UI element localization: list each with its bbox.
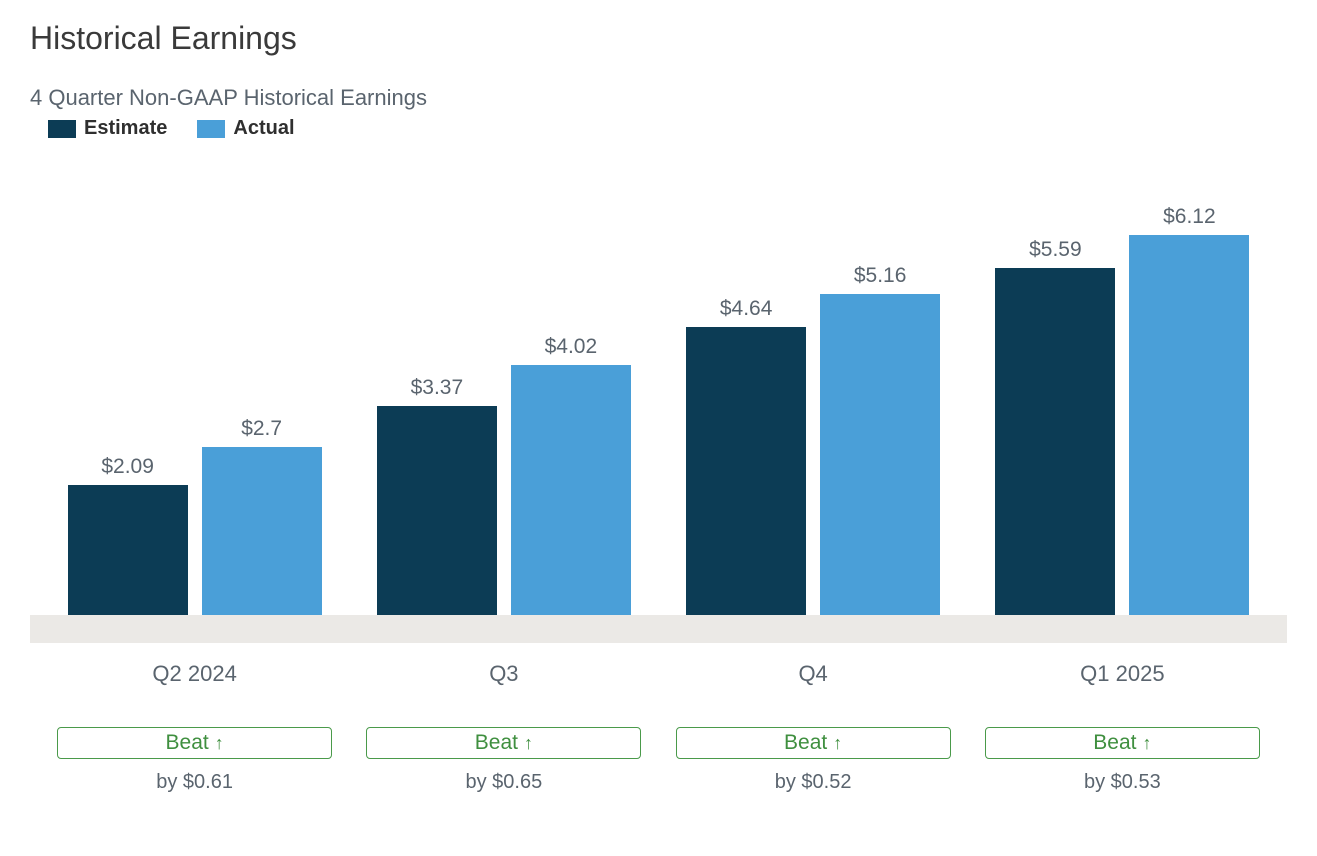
bar-value-label: $2.7 (241, 417, 282, 441)
bar-rect-estimate (68, 485, 188, 615)
result-cell: Beat ↑ by $0.61 (40, 727, 349, 794)
arrow-up-icon: ↑ (833, 734, 842, 752)
bar-value-label: $5.16 (854, 264, 907, 288)
legend-item-actual: Actual (197, 117, 294, 140)
legend-item-estimate: Estimate (48, 117, 167, 140)
page-title: Historical Earnings (30, 20, 1287, 57)
chart-group: $5.59 $6.12 (968, 175, 1277, 615)
bar-actual: $4.02 (511, 175, 631, 615)
chart-category-row: Q2 2024Q3Q4Q1 2025 (30, 643, 1287, 687)
arrow-up-icon: ↑ (1142, 734, 1151, 752)
chart-legend: Estimate Actual (30, 117, 1287, 140)
chart-group: $4.64 $5.16 (659, 175, 968, 615)
bar-estimate: $5.59 (995, 175, 1115, 615)
bar-rect-estimate (686, 327, 806, 615)
bar-value-label: $4.64 (720, 297, 773, 321)
result-cell: Beat ↑ by $0.52 (659, 727, 968, 794)
chart-result-row: Beat↑by $0.61Beat↑by $0.65Beat↑by $0.52B… (30, 687, 1287, 794)
bar-estimate: $2.09 (68, 175, 188, 615)
bar-rect-actual (202, 447, 322, 615)
legend-swatch-estimate (48, 120, 76, 138)
beat-pill: Beat ↑ (985, 727, 1260, 759)
bar-value-label: $4.02 (545, 335, 598, 359)
category-label: Q4 (659, 661, 968, 687)
category-label: Q1 2025 (968, 661, 1277, 687)
bar-estimate: $4.64 (686, 175, 806, 615)
bar-actual: $2.7 (202, 175, 322, 615)
beat-pill: Beat ↑ (676, 727, 951, 759)
beat-by-text: by $0.61 (156, 771, 233, 794)
chart-group: $3.37 $4.02 (349, 175, 658, 615)
beat-label: Beat (475, 731, 518, 755)
beat-label: Beat (784, 731, 827, 755)
chart-group: $2.09 $2.7 (40, 175, 349, 615)
bar-value-label: $6.12 (1163, 205, 1216, 229)
chart-plot-area: $2.09 $2.7 $3.37 $4.02 $4.64 $5.16 $5.59 $6.12 (30, 175, 1287, 615)
legend-label-actual: Actual (233, 117, 294, 140)
bar-value-label: $2.09 (101, 455, 154, 479)
beat-by-text: by $0.52 (775, 771, 852, 794)
result-cell: Beat ↑ by $0.65 (349, 727, 658, 794)
bar-value-label: $5.59 (1029, 238, 1082, 262)
bar-rect-actual (511, 365, 631, 615)
legend-label-estimate: Estimate (84, 117, 167, 140)
beat-pill: Beat ↑ (57, 727, 332, 759)
bar-rect-actual (1129, 235, 1249, 615)
beat-by-text: by $0.65 (466, 771, 543, 794)
bar-actual: $5.16 (820, 175, 940, 615)
bar-value-label: $3.37 (411, 376, 464, 400)
category-label: Q2 2024 (40, 661, 349, 687)
beat-pill: Beat ↑ (366, 727, 641, 759)
bar-rect-estimate (377, 406, 497, 615)
arrow-up-icon: ↑ (524, 734, 533, 752)
bar-actual: $6.12 (1129, 175, 1249, 615)
chart-subtitle: 4 Quarter Non-GAAP Historical Earnings (30, 85, 1287, 111)
result-cell: Beat ↑ by $0.53 (968, 727, 1277, 794)
beat-by-text: by $0.53 (1084, 771, 1161, 794)
earnings-widget: Historical Earnings 4 Quarter Non-GAAP H… (0, 0, 1317, 824)
legend-swatch-actual (197, 120, 225, 138)
beat-label: Beat (1093, 731, 1136, 755)
arrow-up-icon: ↑ (215, 734, 224, 752)
bar-rect-actual (820, 294, 940, 615)
beat-label: Beat (166, 731, 209, 755)
category-label: Q3 (349, 661, 658, 687)
chart-baseline (30, 615, 1287, 643)
bar-estimate: $3.37 (377, 175, 497, 615)
bar-rect-estimate (995, 268, 1115, 615)
